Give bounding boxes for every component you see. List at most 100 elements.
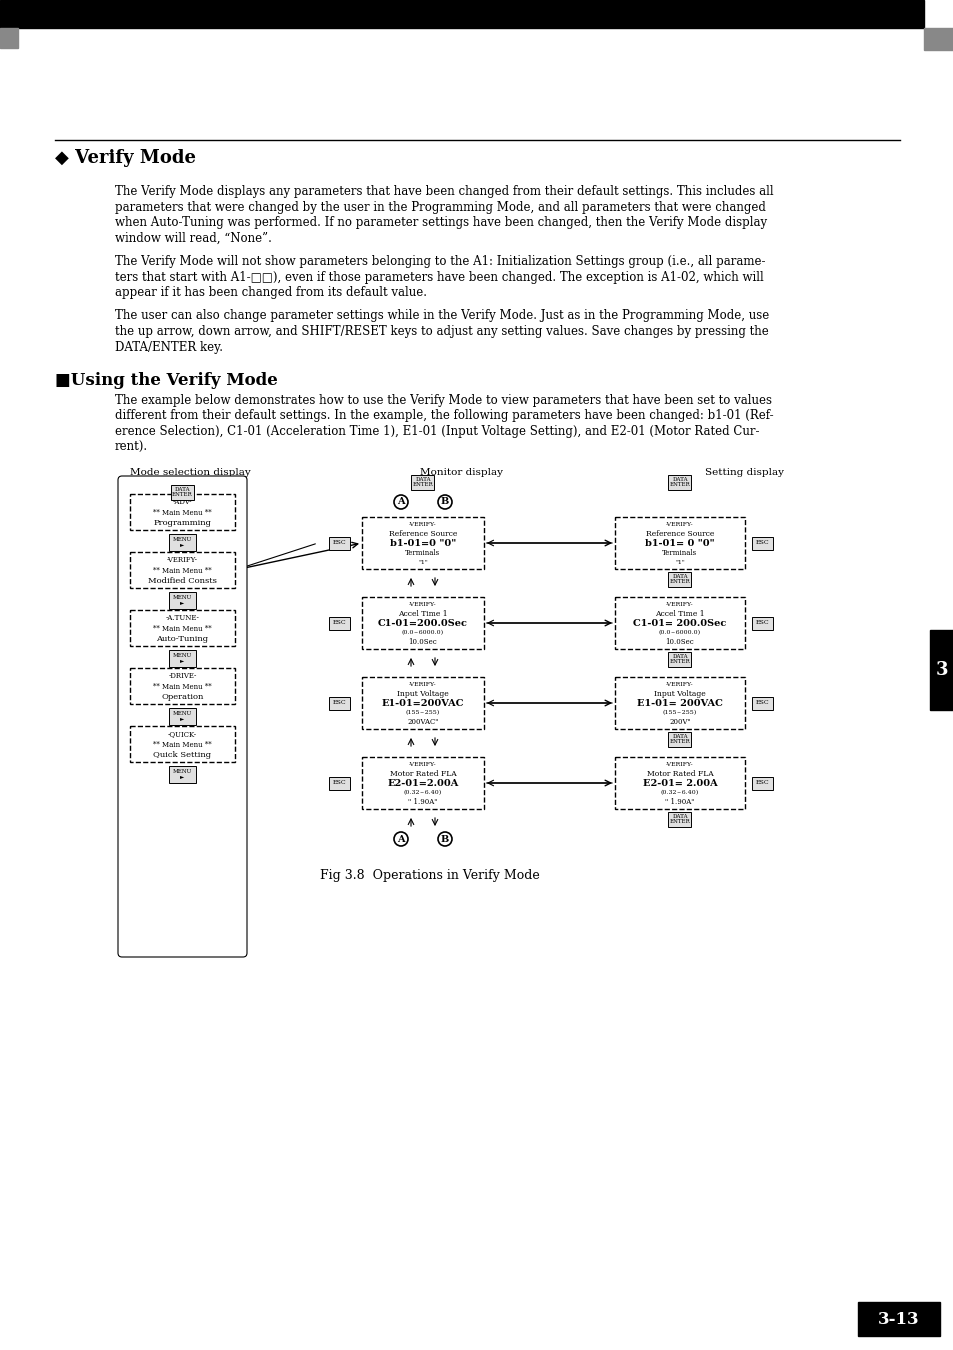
- Text: MENU
►: MENU ►: [172, 536, 192, 547]
- Text: ** Main Menu **: ** Main Menu **: [153, 741, 212, 748]
- Text: Motor Rated FLA: Motor Rated FLA: [646, 769, 713, 778]
- FancyBboxPatch shape: [615, 676, 744, 729]
- Text: -A.TUNE-: -A.TUNE-: [166, 614, 199, 622]
- Text: ** Main Menu **: ** Main Menu **: [153, 683, 212, 690]
- FancyBboxPatch shape: [668, 652, 691, 667]
- FancyBboxPatch shape: [169, 533, 195, 551]
- Text: Terminals: Terminals: [405, 549, 440, 558]
- FancyBboxPatch shape: [130, 494, 234, 531]
- Text: Motor Rated FLA: Motor Rated FLA: [389, 769, 456, 778]
- Text: A: A: [396, 498, 404, 506]
- Text: MENU
►: MENU ►: [172, 652, 192, 663]
- FancyBboxPatch shape: [130, 610, 234, 647]
- Text: Input Voltage: Input Voltage: [396, 690, 449, 698]
- Text: E2-01= 2.00A: E2-01= 2.00A: [642, 779, 717, 788]
- Text: ESC: ESC: [756, 701, 769, 706]
- Text: different from their default settings. In the example, the following parameters : different from their default settings. I…: [115, 409, 773, 423]
- Text: DATA
ENTER: DATA ENTER: [413, 477, 433, 487]
- Text: MENU
►: MENU ►: [172, 594, 192, 605]
- Text: ** Main Menu **: ** Main Menu **: [153, 509, 212, 517]
- Text: 3: 3: [935, 662, 947, 679]
- FancyBboxPatch shape: [668, 571, 691, 586]
- Text: when Auto-Tuning was performed. If no parameter settings have been changed, then: when Auto-Tuning was performed. If no pa…: [115, 216, 766, 230]
- Text: -QUICK-: -QUICK-: [168, 730, 197, 738]
- FancyBboxPatch shape: [668, 811, 691, 826]
- FancyBboxPatch shape: [169, 707, 195, 725]
- Text: " 1.90A": " 1.90A": [664, 798, 694, 806]
- Text: ESC: ESC: [756, 621, 769, 625]
- Text: E2-01=2.00A: E2-01=2.00A: [387, 779, 458, 788]
- Text: Reference Source: Reference Source: [389, 531, 456, 539]
- Text: DATA
ENTER: DATA ENTER: [669, 814, 690, 825]
- FancyBboxPatch shape: [752, 536, 773, 549]
- Text: (0.32~6.40): (0.32~6.40): [660, 790, 699, 795]
- Text: Accel Time 1: Accel Time 1: [655, 610, 704, 618]
- Text: "1": "1": [675, 560, 684, 564]
- FancyBboxPatch shape: [752, 697, 773, 710]
- Text: Setting display: Setting display: [705, 468, 783, 477]
- Text: Input Voltage: Input Voltage: [654, 690, 705, 698]
- Text: ESC: ESC: [333, 701, 347, 706]
- Text: -VERIFY-: -VERIFY-: [167, 556, 198, 564]
- Text: Reference Source: Reference Source: [645, 531, 714, 539]
- Text: DATA/ENTER key.: DATA/ENTER key.: [115, 340, 223, 354]
- Bar: [0, 0, 923, 28]
- Text: E1-01=200VAC: E1-01=200VAC: [381, 699, 464, 707]
- Text: DATA
ENTER: DATA ENTER: [669, 733, 690, 744]
- Text: (0.0~6000.0): (0.0~6000.0): [401, 630, 443, 636]
- Bar: [923, 28, 953, 50]
- Text: 200VAC": 200VAC": [407, 718, 438, 726]
- Text: Accel Time 1: Accel Time 1: [397, 610, 447, 618]
- FancyBboxPatch shape: [130, 668, 234, 703]
- Text: rent).: rent).: [115, 440, 148, 454]
- FancyBboxPatch shape: [169, 591, 195, 609]
- Text: B: B: [440, 834, 449, 844]
- FancyBboxPatch shape: [411, 474, 434, 490]
- Text: 200V": 200V": [668, 718, 690, 726]
- Text: ESC: ESC: [756, 540, 769, 545]
- Text: the up arrow, down arrow, and SHIFT/RESET keys to adjust any setting values. Sav: the up arrow, down arrow, and SHIFT/RESE…: [115, 325, 768, 338]
- Text: The Verify Mode displays any parameters that have been changed from their defaul: The Verify Mode displays any parameters …: [115, 185, 773, 198]
- Text: -VERIFY-: -VERIFY-: [665, 761, 693, 767]
- Text: Quick Setting: Quick Setting: [153, 751, 212, 759]
- Text: Modified Consts: Modified Consts: [148, 576, 216, 585]
- Text: DATA
ENTER: DATA ENTER: [669, 653, 690, 664]
- FancyBboxPatch shape: [361, 597, 483, 649]
- Text: ■Using the Verify Mode: ■Using the Verify Mode: [55, 373, 277, 389]
- FancyBboxPatch shape: [329, 776, 350, 790]
- Text: b1-01=0 "0": b1-01=0 "0": [390, 539, 456, 548]
- FancyBboxPatch shape: [752, 776, 773, 790]
- FancyBboxPatch shape: [615, 517, 744, 568]
- Text: -VERIFY-: -VERIFY-: [409, 602, 436, 608]
- Text: ESC: ESC: [333, 780, 347, 786]
- Text: C1-01= 200.0Sec: C1-01= 200.0Sec: [633, 618, 726, 628]
- Text: C1-01=200.0Sec: C1-01=200.0Sec: [377, 618, 468, 628]
- Text: Monitor display: Monitor display: [420, 468, 503, 477]
- Text: Operation Modes: Operation Modes: [760, 14, 854, 23]
- Text: E1-01= 200VAC: E1-01= 200VAC: [637, 699, 722, 707]
- Text: " 1.90A": " 1.90A": [408, 798, 437, 806]
- Text: (155~255): (155~255): [662, 710, 697, 716]
- Text: A: A: [396, 834, 404, 844]
- Text: -VERIFY-: -VERIFY-: [665, 522, 693, 526]
- Text: Mode selection display: Mode selection display: [130, 468, 250, 477]
- FancyBboxPatch shape: [171, 485, 193, 500]
- FancyBboxPatch shape: [361, 676, 483, 729]
- Text: DATA
ENTER: DATA ENTER: [172, 486, 193, 497]
- Text: ** Main Menu **: ** Main Menu **: [153, 625, 212, 633]
- FancyBboxPatch shape: [118, 477, 247, 957]
- Text: ** Main Menu **: ** Main Menu **: [153, 567, 212, 575]
- Text: B: B: [440, 498, 449, 506]
- Text: Terminals: Terminals: [661, 549, 697, 558]
- Text: The Verify Mode will not show parameters belonging to the A1: Initialization Set: The Verify Mode will not show parameters…: [115, 255, 764, 269]
- Text: The user can also change parameter settings while in the Verify Mode. Just as in: The user can also change parameter setti…: [115, 309, 768, 323]
- Text: DATA
ENTER: DATA ENTER: [669, 477, 690, 487]
- FancyBboxPatch shape: [329, 697, 350, 710]
- FancyBboxPatch shape: [130, 552, 234, 589]
- Text: -VERIFY-: -VERIFY-: [665, 682, 693, 687]
- Text: (0.0~6000.0): (0.0~6000.0): [659, 630, 700, 636]
- Text: "1": "1": [417, 560, 428, 564]
- Bar: [857, 1301, 939, 1336]
- Text: -VERIFY-: -VERIFY-: [665, 602, 693, 608]
- Text: MENU
►: MENU ►: [172, 768, 192, 779]
